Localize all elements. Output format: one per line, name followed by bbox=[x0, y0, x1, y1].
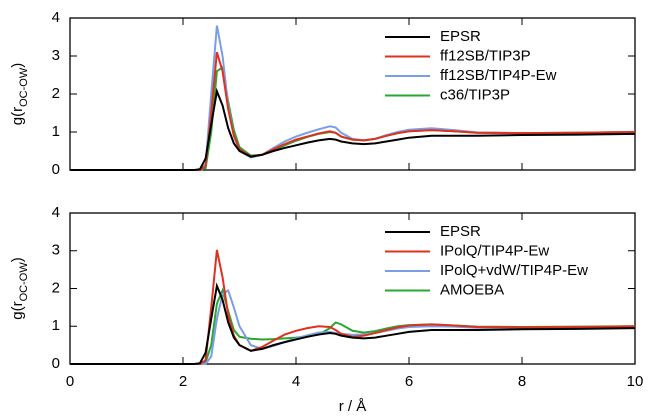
x-tick-label: 2 bbox=[179, 373, 187, 390]
y-axis-label-part: ) bbox=[9, 63, 26, 68]
y-axis-label-part: OC-OW bbox=[18, 262, 30, 302]
legend-label: EPSR bbox=[440, 223, 481, 240]
legend-label: ff12SB/TIP3P bbox=[440, 47, 531, 64]
legend-label: IPolQ+vdW/TIP4P-Ew bbox=[440, 262, 588, 279]
x-tick-label: 0 bbox=[66, 373, 74, 390]
y-tick-label: 4 bbox=[52, 9, 60, 26]
legend-label: c36/TIP3P bbox=[440, 86, 510, 103]
y-axis-label: g(rOC-OW) bbox=[9, 257, 30, 319]
y-tick-label: 0 bbox=[52, 161, 60, 178]
series-line bbox=[70, 25, 636, 171]
y-axis-label: g(rOC-OW) bbox=[9, 63, 30, 125]
y-axis-label-part: g(r bbox=[9, 301, 26, 319]
x-tick-label: 8 bbox=[518, 373, 526, 390]
y-tick-label: 3 bbox=[52, 47, 60, 64]
legend-label: IPolQ/TIP4P-Ew bbox=[440, 242, 549, 259]
x-tick-label: 10 bbox=[627, 373, 644, 390]
y-tick-label: 2 bbox=[52, 279, 60, 296]
series-line bbox=[70, 282, 636, 365]
x-axis-label: r / Å bbox=[339, 398, 367, 415]
plot-frame bbox=[69, 212, 636, 365]
y-axis-label-part: OC-OW bbox=[18, 67, 30, 107]
series-line bbox=[70, 288, 636, 365]
plot-frame bbox=[69, 17, 636, 171]
legend-label: AMOEBA bbox=[440, 281, 504, 298]
y-tick-label: 4 bbox=[52, 204, 60, 221]
x-tick-label: 6 bbox=[405, 373, 413, 390]
y-tick-label: 3 bbox=[52, 242, 60, 259]
y-tick-label: 1 bbox=[52, 317, 60, 334]
y-tick-label: 0 bbox=[52, 355, 60, 372]
x-tick-label: 4 bbox=[292, 373, 300, 390]
legend-label: EPSR bbox=[440, 28, 481, 45]
series-line bbox=[70, 87, 636, 171]
y-axis-label-part: g(r bbox=[9, 107, 26, 125]
legend-label: ff12SB/TIP4P-Ew bbox=[440, 67, 557, 84]
y-tick-label: 1 bbox=[52, 123, 60, 140]
y-tick-label: 2 bbox=[52, 85, 60, 102]
y-axis-label-part: ) bbox=[9, 257, 26, 262]
